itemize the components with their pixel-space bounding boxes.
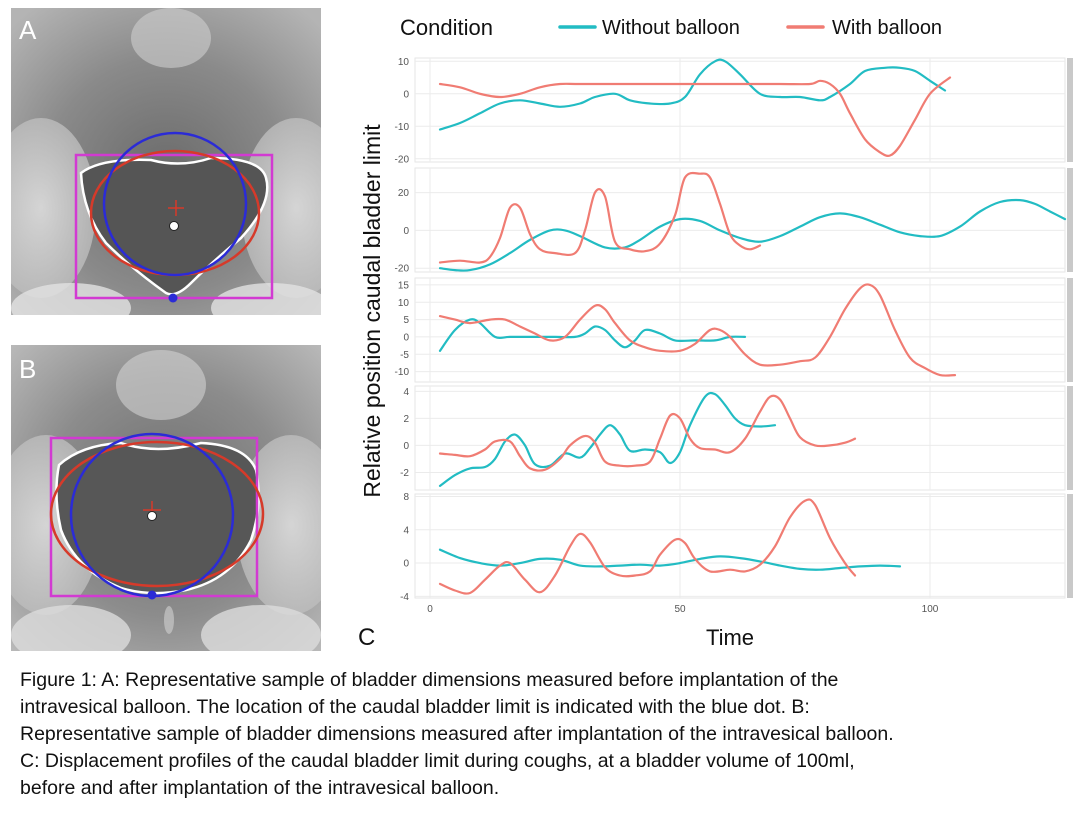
series-line-with-balloon (438, 394, 857, 472)
y-tick-label: -10 (395, 122, 410, 133)
y-tick-label: 0 (403, 332, 409, 343)
chart-legend: Condition Without balloon With balloon (400, 15, 942, 40)
facet-panel-1: 10 0 -10 -20 (395, 57, 1073, 165)
y-tick-label: 0 (403, 226, 409, 237)
caption-line: Figure 1: A: Representative sample of bl… (20, 669, 839, 691)
y-tick-label: 2 (403, 414, 409, 425)
panel-b-letter: B (19, 354, 37, 384)
y-tick-label: -10 (395, 367, 410, 378)
series-line-with-balloon (438, 498, 857, 595)
series-line-without-balloon (438, 198, 1067, 272)
panel-c-letter: C (358, 624, 375, 651)
displacement-line-chart: Condition Without balloon With balloon R… (358, 15, 1073, 651)
series-line-without-balloon (438, 58, 947, 131)
y-tick-label: 0 (403, 559, 409, 570)
facet-panel-4: 4 2 0 -2 (400, 385, 1073, 491)
series-line-with-balloon (438, 171, 762, 264)
x-axis-ticks: 0 50 100 (427, 604, 939, 615)
y-tick-label: 20 (398, 188, 410, 199)
x-axis-label: Time (706, 625, 754, 650)
facet-background (414, 493, 1066, 599)
y-tick-label: 4 (403, 387, 409, 398)
series-line-without-balloon (438, 548, 902, 571)
x-tick-label: 0 (427, 604, 433, 615)
panel-b-xray-image (11, 345, 321, 651)
facet-background (414, 385, 1066, 491)
caption-line: before and after implantation of the int… (20, 777, 500, 799)
y-tick-label: 8 (403, 492, 409, 503)
caption-line: intravesical balloon. The location of th… (20, 696, 810, 718)
panel-a-xray-image (11, 8, 321, 315)
series-line-without-balloon (438, 318, 747, 352)
y-tick-label: 4 (403, 525, 409, 536)
legend-label-without-balloon: Without balloon (602, 17, 740, 39)
y-tick-label: 10 (398, 57, 410, 68)
facet-strip (1067, 386, 1073, 490)
y-tick-label: -20 (395, 264, 410, 275)
y-tick-label: -4 (400, 592, 409, 603)
series-line-without-balloon (438, 391, 777, 487)
facet-strip (1067, 494, 1073, 598)
y-tick-label: 0 (403, 441, 409, 452)
caption-line: C: Displacement profiles of the caudal b… (20, 750, 855, 772)
y-tick-label: 15 (398, 280, 410, 291)
y-axis-label: Relative position caudal bladder limit (359, 124, 385, 498)
facet-background (414, 167, 1066, 273)
legend-title: Condition (400, 15, 493, 40)
x-tick-label: 50 (674, 604, 686, 615)
facet-background (414, 277, 1066, 383)
facet-panel-2: 20 0 -20 (395, 167, 1073, 275)
y-tick-label: -2 (400, 468, 409, 479)
y-tick-label: 0 (403, 89, 409, 100)
facet-strip (1067, 278, 1073, 382)
series-line-with-balloon (438, 283, 957, 377)
y-tick-label: -20 (395, 154, 410, 165)
facet-strip (1067, 168, 1073, 272)
y-tick-label: -5 (400, 350, 409, 361)
legend-label-with-balloon: With balloon (832, 17, 942, 39)
x-tick-label: 100 (922, 604, 939, 615)
facet-strip (1067, 58, 1073, 162)
series-line-with-balloon (438, 76, 952, 157)
y-tick-label: 10 (398, 298, 410, 309)
facet-panel-3: 15 10 5 0 -5 -10 (395, 277, 1073, 383)
y-tick-label: 5 (403, 315, 409, 326)
caption-line: Representative sample of bladder dimensi… (20, 723, 894, 745)
panel-a-letter: A (19, 15, 37, 45)
figure-caption: Figure 1: A: Representative sample of bl… (20, 667, 1070, 802)
facet-panel-5: 8 4 0 -4 (400, 492, 1073, 603)
